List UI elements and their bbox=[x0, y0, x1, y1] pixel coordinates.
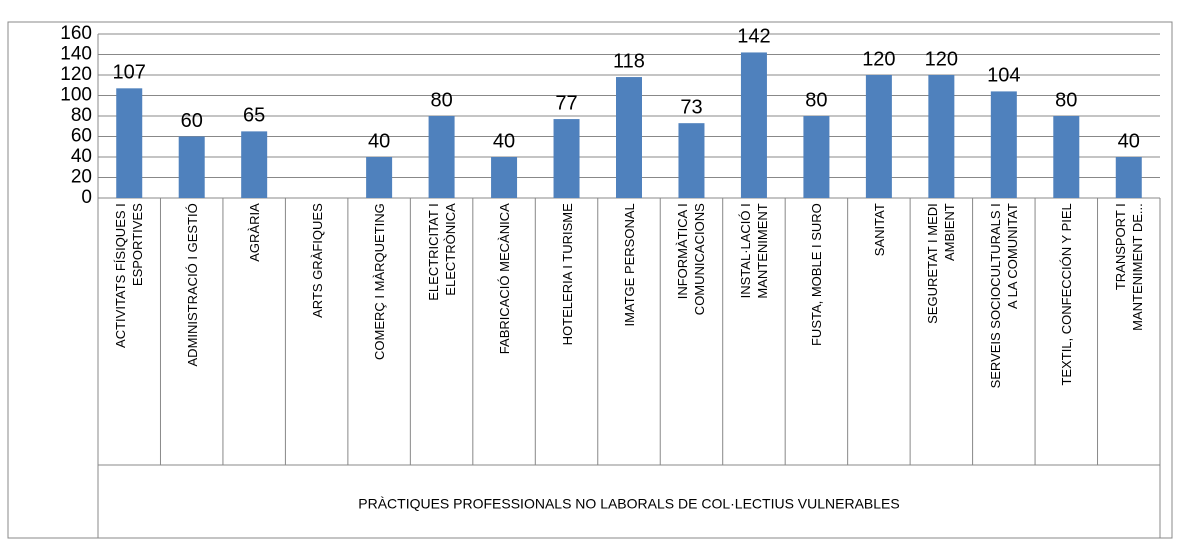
value-label: 40 bbox=[368, 130, 390, 152]
value-label: 73 bbox=[680, 96, 702, 118]
x-tick-label: TRANSPORT I MANTENIMENT DE... bbox=[1112, 202, 1145, 331]
bar bbox=[678, 123, 705, 198]
chart-border bbox=[7, 21, 1173, 539]
bar bbox=[553, 119, 580, 198]
group-label: PRÀCTIQUES PROFESSIONALS NO LABORALS DE … bbox=[358, 496, 899, 512]
x-tick-label: FABRICACIÓ MECÀNICA bbox=[496, 202, 512, 354]
value-label: 40 bbox=[493, 130, 515, 152]
x-tick-label: SANITAT bbox=[871, 202, 887, 256]
bar bbox=[616, 77, 642, 198]
value-label: 77 bbox=[555, 92, 577, 114]
x-tick-label: ARTS GRÀFIQUES bbox=[309, 202, 325, 318]
value-label: 60 bbox=[181, 110, 203, 132]
value-label: 120 bbox=[925, 48, 958, 70]
x-tick-label: HOTELERIA I TURISME bbox=[559, 202, 575, 346]
x-tick-label: ELECTRICITAT I ELECTRÒNICA bbox=[425, 202, 458, 301]
bar bbox=[865, 75, 892, 198]
value-label: 107 bbox=[113, 62, 146, 84]
x-tick-label: SEGURETAT I MEDI AMBIENT bbox=[925, 202, 958, 324]
y-tick-label: 120 bbox=[60, 64, 92, 85]
value-label: 118 bbox=[613, 50, 645, 72]
bar bbox=[928, 75, 955, 198]
y-tick-label: 40 bbox=[71, 146, 92, 167]
x-tick-label: ACTIVITATS FÍSIQUES I ESPORTIVES bbox=[113, 202, 146, 348]
x-tick-label: IMATGE PERSONAL bbox=[621, 202, 637, 327]
y-tick-label: 0 bbox=[81, 187, 92, 208]
value-label: 65 bbox=[243, 105, 265, 127]
y-tick-label: 160 bbox=[60, 23, 92, 44]
bar bbox=[241, 131, 268, 198]
x-tick-label: COMERÇ I MÀRQUETING bbox=[371, 202, 387, 360]
bar bbox=[366, 157, 393, 198]
x-tick-label: INSTAL·LACIÓ I MANTENIMENT bbox=[737, 202, 770, 299]
x-tick-label: TEXTIL, CONFECCIÓN Y PIEL bbox=[1058, 202, 1074, 386]
value-label: 104 bbox=[987, 65, 1020, 87]
y-tick-label: 100 bbox=[60, 85, 92, 106]
bar bbox=[491, 157, 518, 198]
bar bbox=[116, 88, 143, 198]
value-label: 120 bbox=[862, 48, 895, 70]
y-tick-label: 60 bbox=[71, 126, 92, 147]
bar bbox=[803, 116, 830, 198]
x-tick-label: SERVEIS SOCIOCULTURALS I A LA COMUNITAT bbox=[987, 202, 1020, 389]
bar bbox=[740, 52, 767, 199]
x-tick-label: ADMINISTRACIÓ I GESTIÓ bbox=[184, 202, 200, 367]
x-tick-label: AGRÀRIA bbox=[246, 202, 262, 262]
bar bbox=[1115, 157, 1142, 198]
bar bbox=[1053, 116, 1080, 198]
y-tick-label: 20 bbox=[71, 167, 92, 188]
value-label: 80 bbox=[1055, 89, 1077, 111]
y-tick-label: 140 bbox=[60, 44, 92, 65]
value-label: 40 bbox=[1118, 130, 1140, 152]
value-label: 80 bbox=[430, 89, 452, 111]
value-label: 80 bbox=[805, 89, 827, 111]
bar bbox=[990, 91, 1017, 198]
x-tick-label: INFORMÀTICA I COMUNICACIONS bbox=[675, 202, 708, 315]
value-label: 142 bbox=[737, 26, 770, 48]
x-tick-label: FUSTA, MOBLE I SURO bbox=[808, 202, 824, 346]
bar bbox=[178, 136, 205, 198]
y-tick-label: 80 bbox=[71, 105, 92, 126]
bar bbox=[428, 116, 455, 198]
